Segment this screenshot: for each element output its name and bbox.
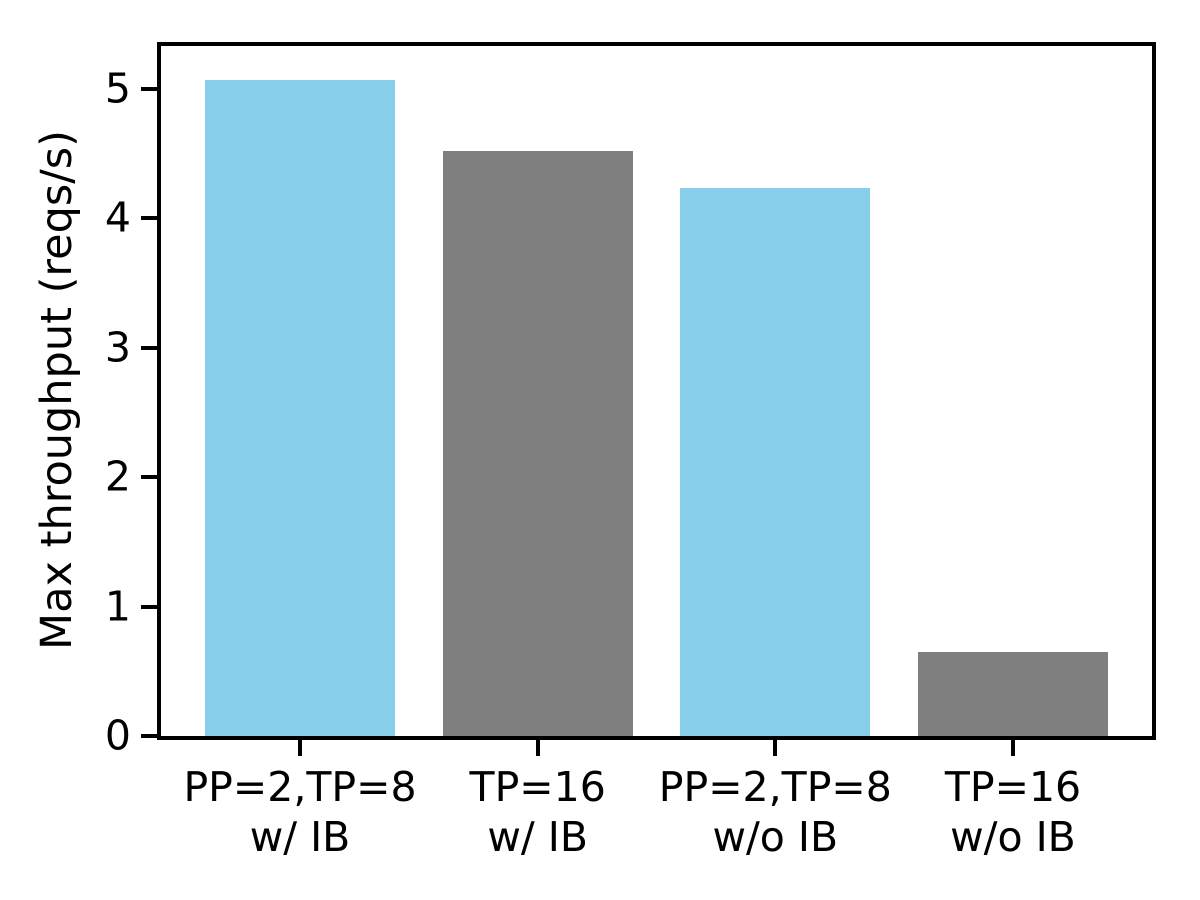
x-tick-mark	[298, 740, 303, 756]
y-tick-label: 5	[104, 64, 131, 113]
bar-pp-2-tp-8-w-ib	[204, 79, 396, 736]
y-tick-label: 3	[104, 323, 131, 372]
x-tick-label: TP=16 w/ IB	[469, 763, 606, 862]
bar-tp-16-w-o-ib	[917, 651, 1109, 736]
x-tick-label: TP=16 w/o IB	[944, 763, 1082, 862]
x-tick-mark	[535, 740, 540, 756]
y-tick-label: 1	[104, 582, 131, 631]
bar-pp-2-tp-8-w-o-ib	[680, 188, 871, 736]
x-tick-mark	[1010, 740, 1015, 756]
y-tick-mark	[141, 734, 157, 738]
x-tick-mark	[773, 740, 778, 756]
y-tick-mark	[141, 475, 157, 480]
bar-tp-16-w-ib	[442, 150, 633, 736]
y-tick-mark	[141, 345, 157, 350]
y-tick-mark	[141, 604, 157, 609]
y-tick-label: 2	[104, 452, 131, 501]
x-tick-label: PP=2,TP=8 w/ IB	[183, 763, 417, 862]
y-tick-mark	[141, 216, 157, 221]
x-tick-label: PP=2,TP=8 w/o IB	[658, 763, 892, 862]
plot-area: 0 1 2 3 4 5 PP=2,TP=8 w/ IB TP=16 w/ IB PP=2,TP=…	[105, 42, 1156, 861]
y-tick-mark	[141, 86, 157, 91]
y-tick-label: 4	[104, 193, 131, 242]
y-tick-label: 0	[104, 711, 131, 760]
